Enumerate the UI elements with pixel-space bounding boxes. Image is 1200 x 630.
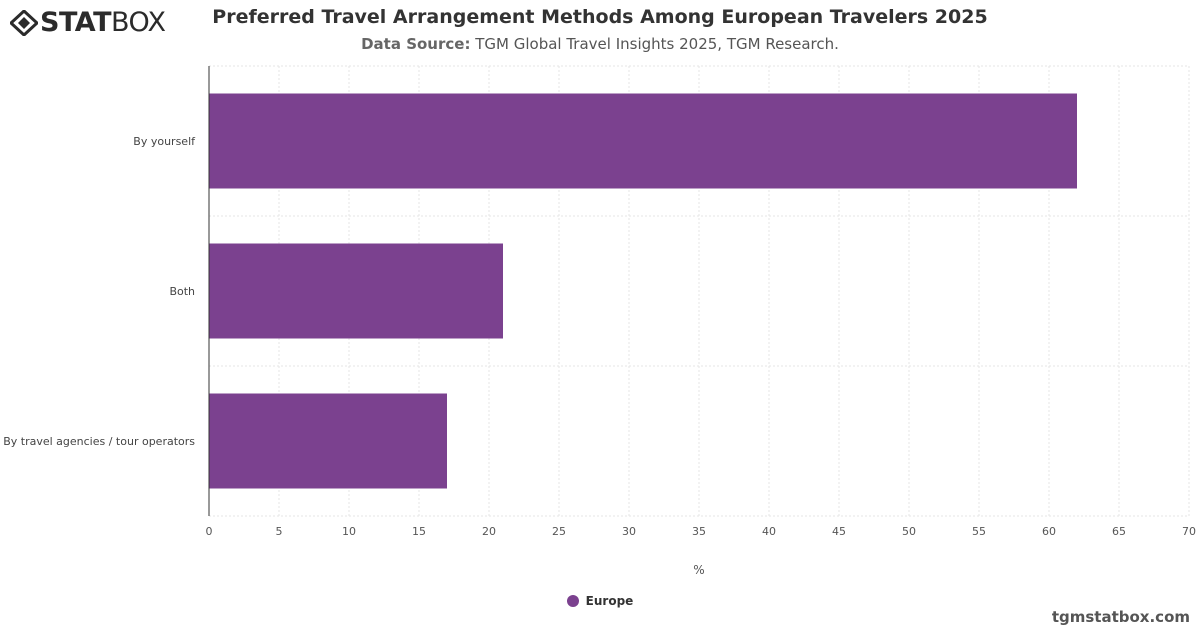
source-label: Data Source: (361, 35, 471, 53)
category-label: By travel agencies / tour operators (3, 435, 195, 448)
bar (209, 243, 503, 339)
x-tick-label: 20 (482, 525, 496, 538)
statbox-diamond-icon (10, 10, 38, 36)
x-tick-label: 0 (206, 525, 213, 538)
x-tick-label: 60 (1042, 525, 1056, 538)
x-tick-label: 10 (342, 525, 356, 538)
x-tick-label: 40 (762, 525, 776, 538)
x-tick-label: 25 (552, 525, 566, 538)
category-label: Both (169, 285, 195, 298)
legend-label: Europe (585, 594, 634, 608)
logo-wordmark-bold: STAT (40, 7, 111, 38)
x-axis-title: % (693, 563, 704, 577)
chart-subtitle: Data Source: TGM Global Travel Insights … (0, 35, 1200, 53)
x-tick-label: 5 (276, 525, 283, 538)
bar (209, 93, 1077, 189)
x-tick-label: 30 (622, 525, 636, 538)
bar (209, 393, 447, 489)
x-tick-label: 15 (412, 525, 426, 538)
x-tick-label: 45 (832, 525, 846, 538)
site-credit: tgmstatbox.com (1051, 608, 1190, 626)
logo-wordmark: STATBOX (40, 6, 166, 40)
x-tick-label: 70 (1182, 525, 1196, 538)
x-tick-label: 65 (1112, 525, 1126, 538)
statbox-logo: STATBOX (10, 6, 180, 40)
chart-title: Preferred Travel Arrangement Methods Amo… (212, 6, 988, 28)
legend-swatch (566, 595, 579, 607)
x-tick-label: 50 (902, 525, 916, 538)
x-tick-label: 35 (692, 525, 706, 538)
logo-wordmark-light: BOX (110, 7, 166, 38)
legend-item-europe[interactable]: Europe (566, 594, 634, 608)
source-text: TGM Global Travel Insights 2025, TGM Res… (475, 35, 839, 53)
legend: Europe (0, 594, 1200, 610)
x-tick-label: 55 (972, 525, 986, 538)
category-label: By yourself (133, 135, 196, 148)
